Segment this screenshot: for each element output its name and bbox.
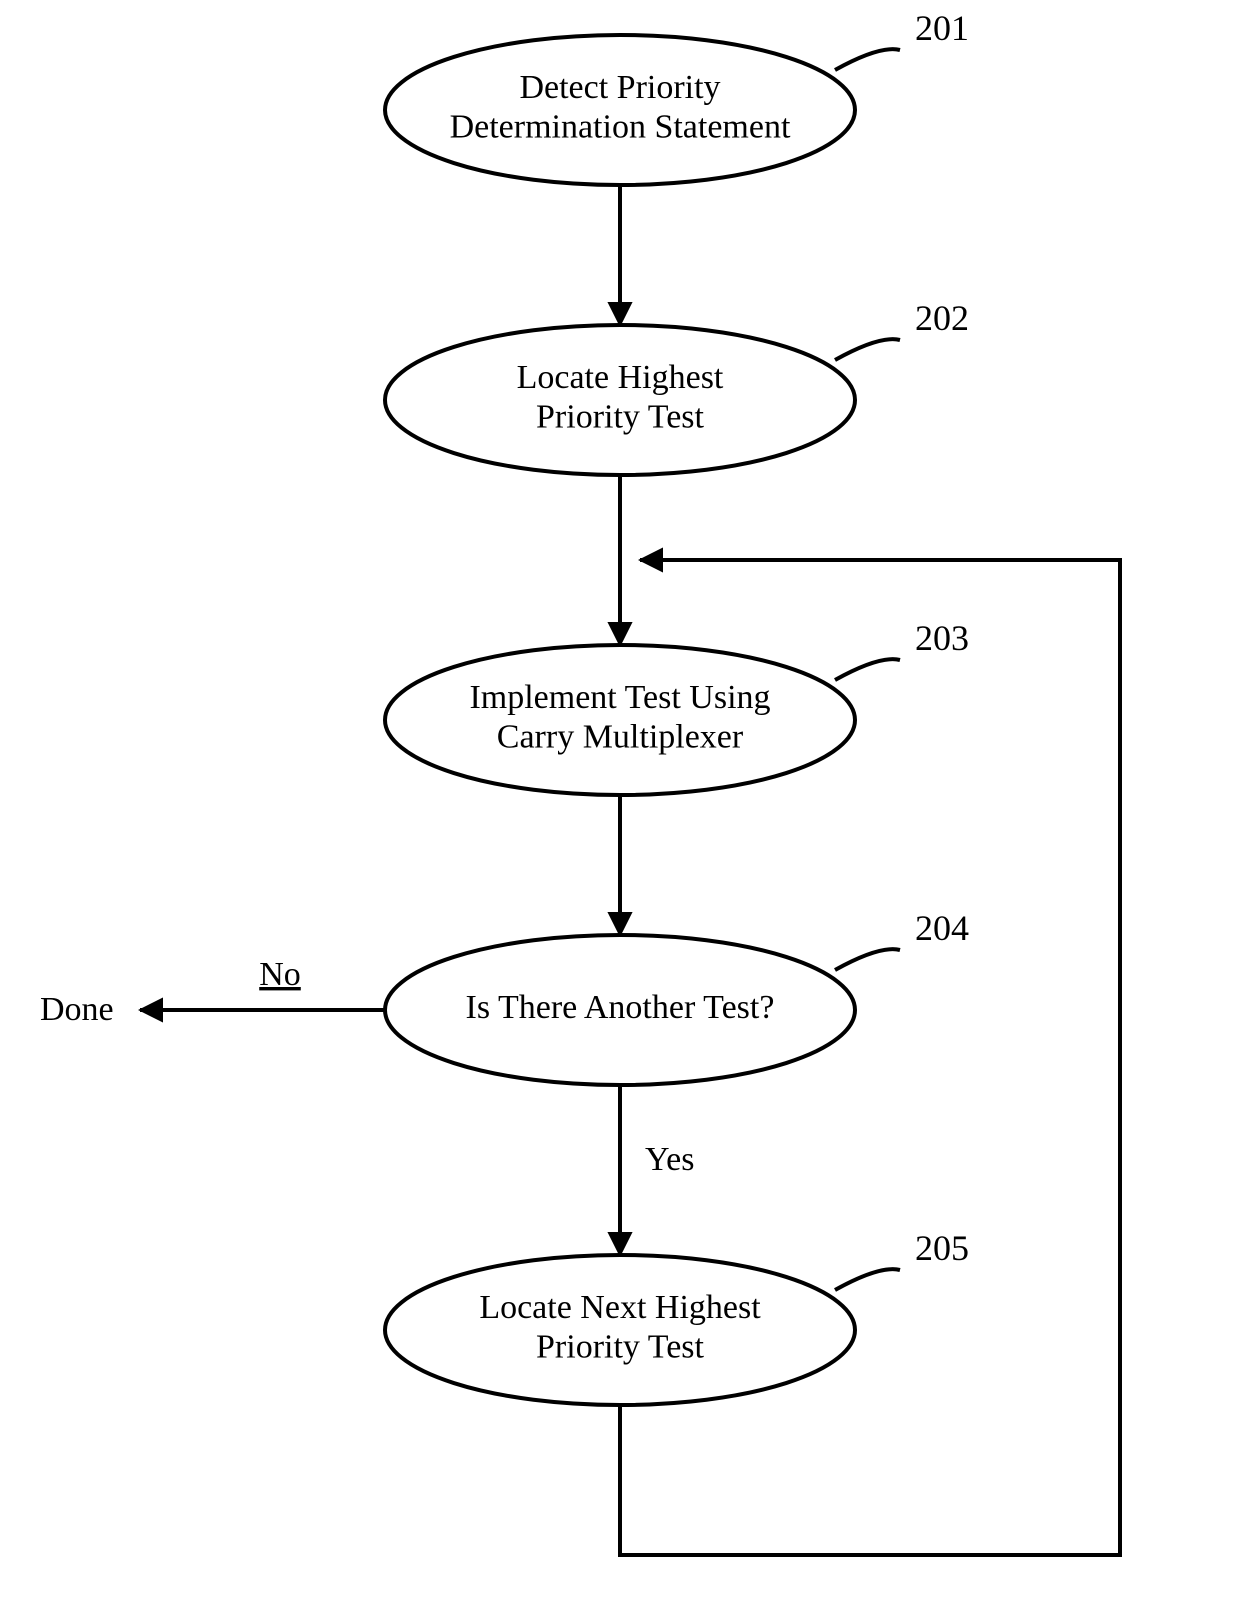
- node-text-n203-line0: Implement Test Using: [469, 679, 770, 716]
- ref-label-n201: 201: [915, 8, 969, 48]
- callout-n201: [835, 49, 900, 70]
- node-text-n205-line1: Priority Test: [536, 1328, 704, 1365]
- node-text-n204-line0: Is There Another Test?: [466, 989, 775, 1026]
- node-text-n202-line0: Locate Highest: [517, 359, 724, 396]
- callout-n204: [835, 949, 900, 970]
- node-text-n201-line1: Determination Statement: [450, 108, 791, 145]
- ref-label-n203: 203: [915, 618, 969, 658]
- node-text-n203-line1: Carry Multiplexer: [497, 718, 744, 755]
- node-text-n205-line0: Locate Next Highest: [479, 1289, 761, 1326]
- edge-label-e5: No: [259, 956, 301, 993]
- callout-n202: [835, 339, 900, 360]
- ref-label-n205: 205: [915, 1228, 969, 1268]
- ref-label-n204: 204: [915, 908, 969, 948]
- node-text-n201-line0: Detect Priority: [519, 69, 720, 106]
- ref-label-n202: 202: [915, 298, 969, 338]
- terminal-done: Done: [40, 991, 114, 1028]
- node-text-n202-line1: Priority Test: [536, 398, 704, 435]
- edge-label-e4: Yes: [645, 1141, 694, 1178]
- callout-n203: [835, 659, 900, 680]
- flowchart-diagram: Yes No Detect PriorityDetermination Statem…: [0, 0, 1240, 1622]
- callout-n205: [835, 1269, 900, 1290]
